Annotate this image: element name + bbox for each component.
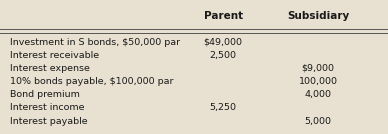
Text: 4,000: 4,000 [305,90,332,99]
Text: Interest receivable: Interest receivable [10,51,99,60]
Text: Subsidiary: Subsidiary [287,11,349,21]
Text: 5,000: 5,000 [305,116,332,126]
Text: 5,250: 5,250 [210,103,237,112]
Text: Interest expense: Interest expense [10,64,90,73]
Text: 10% bonds payable, $100,000 par: 10% bonds payable, $100,000 par [10,77,173,86]
Text: $49,000: $49,000 [204,38,242,47]
Text: Interest payable: Interest payable [10,116,87,126]
Text: 2,500: 2,500 [210,51,237,60]
Text: $9,000: $9,000 [301,64,335,73]
Text: Interest income: Interest income [10,103,84,112]
Text: Investment in S bonds, $50,000 par: Investment in S bonds, $50,000 par [10,38,180,47]
Text: 100,000: 100,000 [299,77,338,86]
Text: Bond premium: Bond premium [10,90,80,99]
Text: Parent: Parent [204,11,242,21]
